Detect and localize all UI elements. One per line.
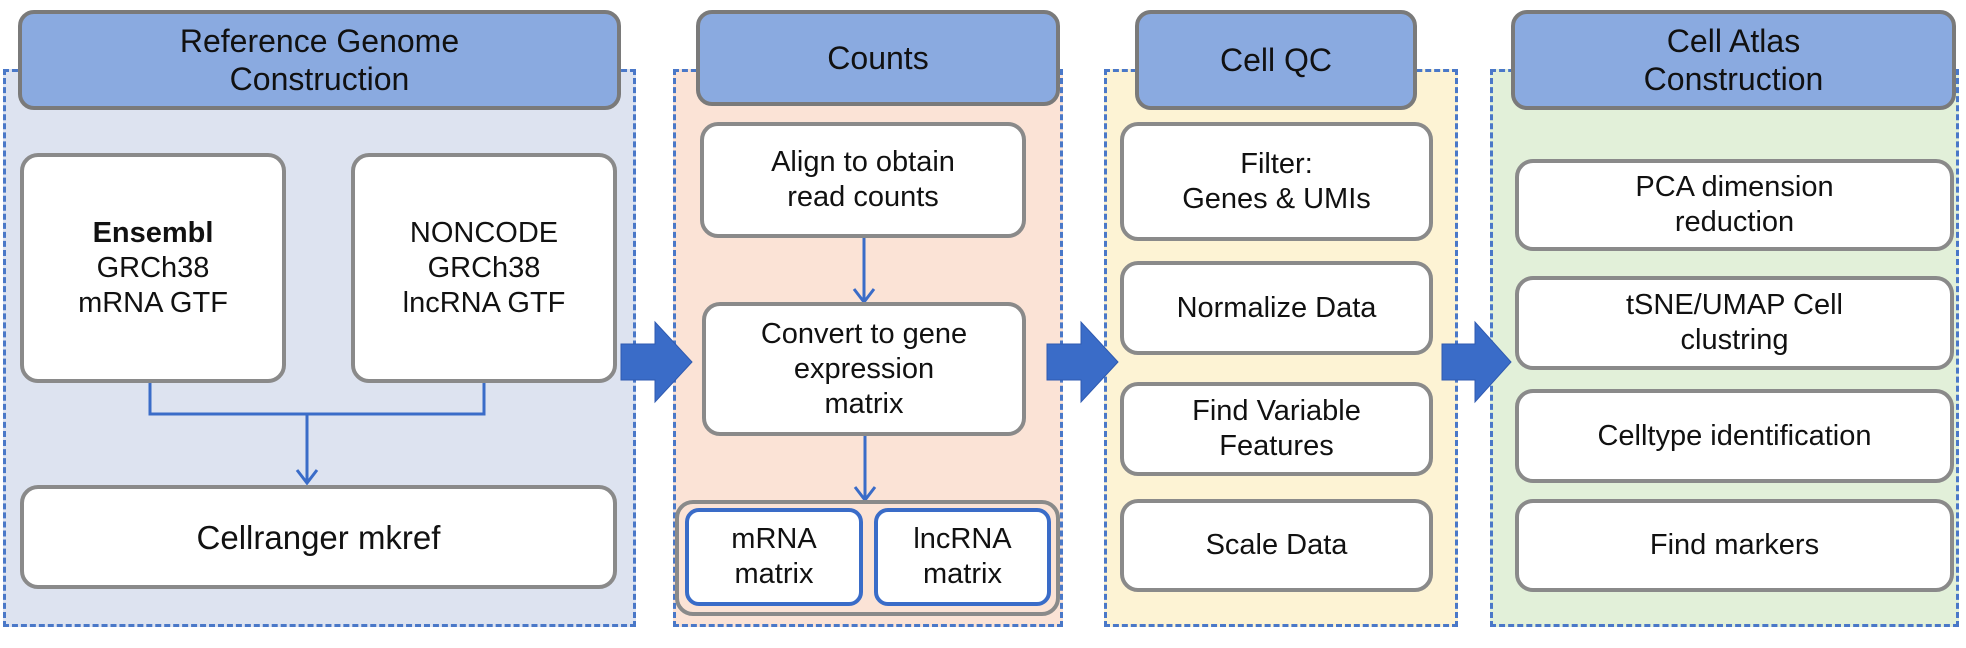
big-arrow-1	[620, 320, 693, 404]
reference-header: Reference Genome Construction	[18, 10, 621, 110]
mrna-matrix-box: mRNA matrix	[685, 508, 863, 606]
counts-header: Counts	[696, 10, 1060, 106]
align-box: Align to obtain read counts	[700, 122, 1026, 238]
merge-connector	[148, 383, 486, 483]
convert-box: Convert to gene expression matrix	[702, 302, 1026, 436]
big-arrow-3	[1441, 320, 1512, 404]
atlas-header: Cell Atlas Construction	[1511, 10, 1956, 110]
lncrna-matrix-box: lncRNA matrix	[874, 508, 1051, 606]
atlas-step-pca: PCA dimension reduction	[1515, 159, 1954, 251]
cellranger-mkref-box: Cellranger mkref	[20, 485, 617, 589]
arrow-align-to-convert	[852, 238, 876, 305]
ensembl-details: GRCh38 mRNA GTF	[78, 251, 228, 319]
noncode-box: NONCODE GRCh38 lncRNA GTF	[351, 153, 617, 383]
qc-header: Cell QC	[1135, 10, 1417, 110]
qc-step-normalize: Normalize Data	[1120, 261, 1433, 355]
ensembl-box: Ensembl GRCh38 mRNA GTF	[20, 153, 286, 383]
atlas-step-clustering: tSNE/UMAP Cell clustring	[1515, 276, 1954, 370]
qc-step-variable-features: Find Variable Features	[1120, 382, 1433, 476]
arrow-head-mkref	[295, 469, 319, 486]
qc-step-filter: Filter: Genes & UMIs	[1120, 122, 1433, 241]
arrow-convert-to-matrix	[853, 436, 877, 503]
ensembl-name: Ensembl	[92, 216, 214, 249]
atlas-step-markers: Find markers	[1515, 499, 1954, 592]
atlas-step-celltype: Celltype identification	[1515, 389, 1954, 483]
qc-step-scale: Scale Data	[1120, 499, 1433, 592]
big-arrow-2	[1046, 320, 1119, 404]
